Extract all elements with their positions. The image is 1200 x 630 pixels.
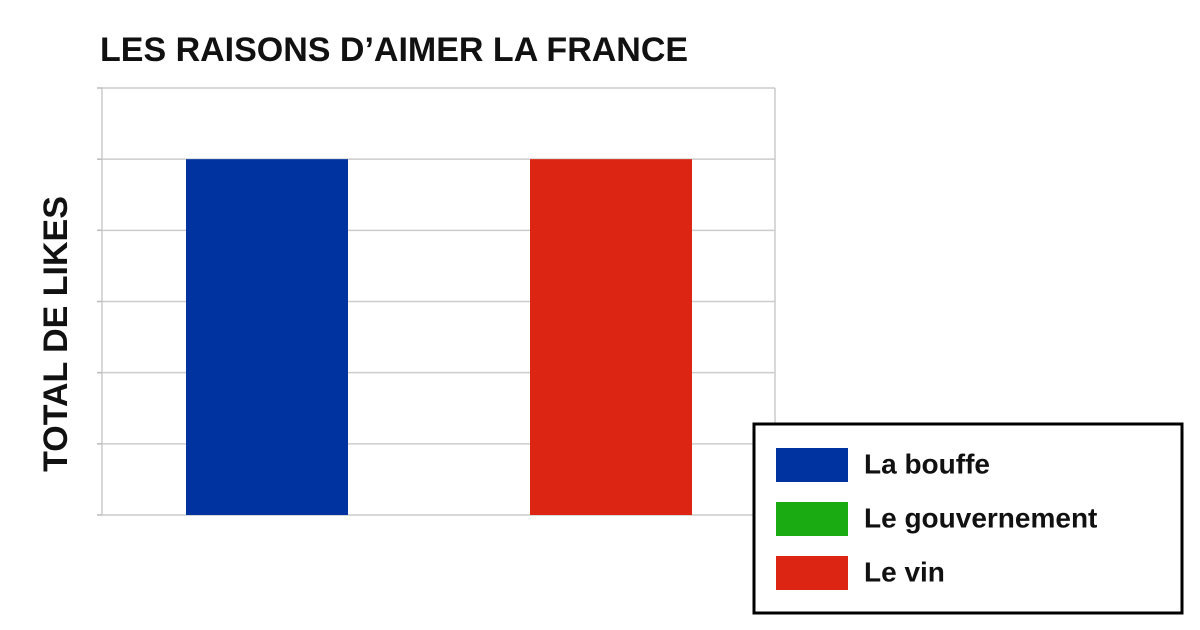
legend-label: Le vin <box>864 556 945 587</box>
y-axis-label: TOTAL DE LIKES <box>37 196 75 472</box>
legend-swatch <box>776 502 848 536</box>
chart-title: LES RAISONS D’AIMER LA FRANCE <box>100 31 688 69</box>
legend-label: La bouffe <box>864 448 990 479</box>
legend-swatch <box>776 448 848 482</box>
bar <box>186 159 348 515</box>
legend-label: Le gouvernement <box>864 502 1097 533</box>
bar <box>530 159 692 515</box>
legend-swatch <box>776 556 848 590</box>
